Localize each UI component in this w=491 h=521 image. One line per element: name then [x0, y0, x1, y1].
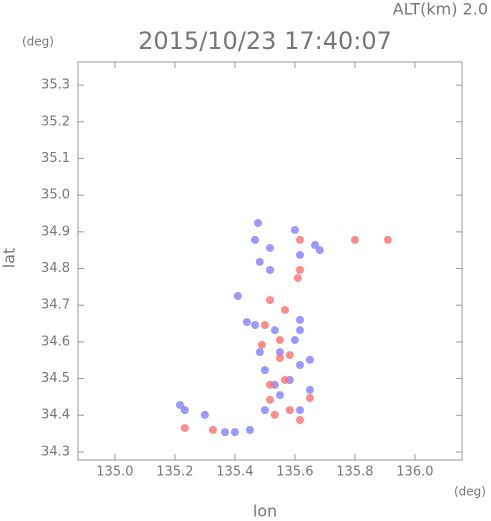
data-point [270, 326, 279, 335]
data-point [266, 296, 274, 305]
data-point [296, 406, 304, 415]
data-point [266, 380, 274, 389]
y-tick-label: 34.9 [41, 224, 70, 239]
data-point [254, 219, 262, 228]
data-point [350, 235, 359, 244]
data-point [311, 241, 319, 250]
data-point [257, 340, 266, 349]
x-tick-label: 135.4 [216, 465, 253, 480]
data-point [233, 292, 242, 301]
data-point [296, 265, 304, 274]
data-point [293, 274, 302, 283]
y-tick-label: 34.4 [41, 408, 70, 423]
data-point [209, 425, 217, 434]
x-tick-label: 136.0 [396, 465, 433, 480]
data-point [383, 235, 392, 244]
data-point [296, 416, 304, 425]
data-point [296, 315, 304, 324]
data-point [255, 348, 264, 357]
y-tick-label: 34.8 [41, 261, 70, 276]
y-tick-label: 35.0 [41, 188, 70, 203]
data-point [275, 354, 284, 363]
data-point [242, 318, 251, 327]
data-point [290, 226, 299, 235]
x-tick-label: 135.8 [336, 465, 373, 480]
data-point [176, 400, 184, 409]
x-unit: (deg) [454, 485, 486, 499]
data-point [266, 243, 274, 252]
x-tick-label: 135.2 [156, 465, 193, 480]
data-point [260, 366, 269, 375]
y-tick-label: 34.3 [41, 444, 70, 459]
data-point [305, 385, 314, 394]
altitude-label: ALT(km) 2.0 [393, 0, 488, 19]
data-point [270, 410, 279, 419]
data-point [245, 425, 254, 434]
data-point [305, 394, 314, 403]
y-unit: (deg) [22, 35, 54, 49]
data-point [180, 406, 189, 415]
data-point [266, 395, 274, 404]
data-point [296, 326, 304, 335]
data-point [230, 428, 239, 437]
data-point [260, 321, 269, 330]
data-point [275, 348, 284, 357]
y-tick-label: 35.3 [41, 78, 70, 93]
x-tick-label: 135.0 [96, 465, 133, 480]
y-tick-label: 34.7 [41, 298, 70, 313]
data-point [275, 336, 284, 345]
data-point [255, 257, 264, 266]
data-point [180, 424, 189, 433]
x-axis-label: lon [253, 502, 277, 521]
data-point [281, 305, 289, 314]
data-point [200, 410, 209, 419]
y-tick-label: 34.6 [41, 334, 70, 349]
data-point [221, 428, 229, 437]
data-point [281, 376, 289, 385]
data-point [260, 406, 269, 415]
y-tick-label: 35.2 [41, 114, 70, 129]
data-point [296, 250, 304, 259]
data-point [251, 235, 259, 244]
x-tick-label: 135.6 [276, 465, 313, 480]
data-point [266, 265, 274, 274]
data-point [296, 360, 304, 369]
y-tick-label: 34.5 [41, 371, 70, 386]
data-point [296, 235, 304, 244]
data-point [251, 321, 259, 330]
chart-title: 2015/10/23 17:40:07 [138, 27, 392, 55]
data-point [275, 391, 284, 400]
data-point [315, 246, 324, 255]
plot-frame [77, 61, 463, 461]
data-point [285, 406, 294, 415]
y-axis-label: lat [0, 248, 19, 269]
data-point [305, 355, 314, 364]
data-point [285, 351, 294, 360]
data-point [290, 336, 299, 345]
y-tick-label: 35.1 [41, 151, 70, 166]
